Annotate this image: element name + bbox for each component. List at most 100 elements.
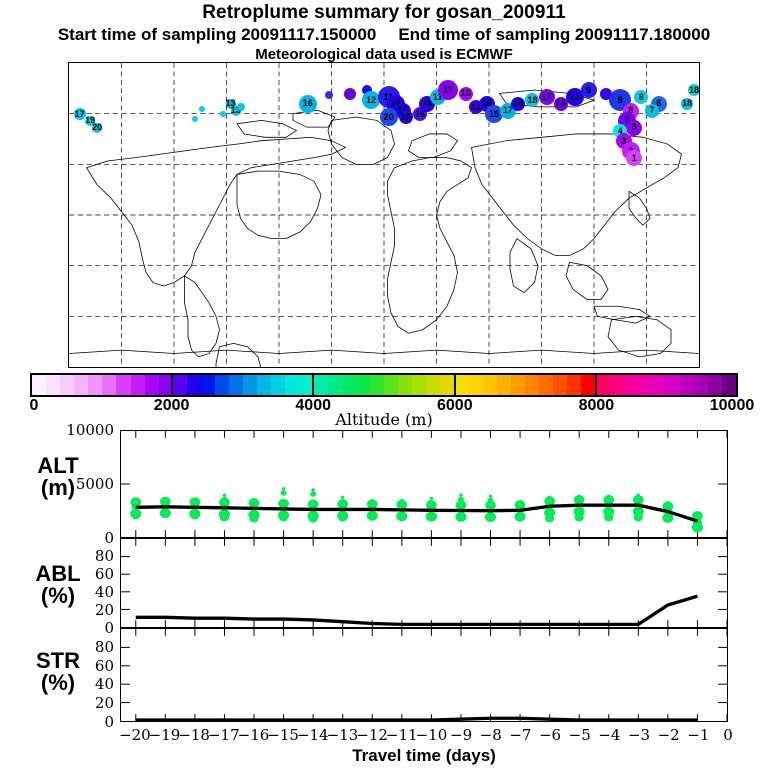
map-marker-label: 7 <box>624 115 630 126</box>
alt-scatter-point <box>457 496 464 503</box>
x-tick-label: −18 <box>178 726 210 744</box>
alt-scatter-point <box>131 511 141 520</box>
colorbar-swatch <box>679 375 694 395</box>
colorbar-swatch <box>60 375 75 395</box>
alt-scatter-point <box>252 497 256 501</box>
map-marker-label: 13 <box>230 105 241 116</box>
alt-scatter-point <box>695 511 700 515</box>
map-marker: 10 <box>458 86 473 101</box>
map-marker-label: 19 <box>85 115 96 126</box>
alt-scatter-point <box>456 512 466 521</box>
map-marker: 17 <box>538 89 555 105</box>
alt-scatter-point <box>310 491 317 497</box>
map-marker-label: 7 <box>649 105 655 116</box>
y-tick-label: 10000 <box>66 421 114 439</box>
colorbar-swatch <box>130 375 145 395</box>
world-map-panel[interactable]: 1313161211141520191613111710121615171618… <box>68 62 700 368</box>
colorbar-tick: 4000 <box>295 397 331 414</box>
colorbar-swatch <box>623 375 638 395</box>
x-tick-label: −5 <box>568 726 591 744</box>
x-tick-label: −2 <box>657 726 680 744</box>
colorbar-swatch <box>327 375 342 395</box>
alt-scatter-point <box>574 513 584 522</box>
alt-scatter-point <box>367 512 377 521</box>
x-tick-label: −4 <box>598 726 621 744</box>
sampling-time-line: Start time of sampling 20091117.150000 En… <box>0 25 768 45</box>
y-tick-label: 40 <box>94 675 114 694</box>
alt-scatter-point <box>603 506 615 517</box>
colorbar-divider <box>595 373 598 397</box>
alt-scatter-point <box>663 513 673 522</box>
colorbar-swatch <box>398 375 413 395</box>
colorbar-swatch <box>74 375 89 395</box>
map-marker-label: 10 <box>460 88 471 99</box>
alt-scatter-point <box>280 490 287 496</box>
colorbar-swatch <box>426 375 441 395</box>
map-marker-label: 20 <box>383 111 394 122</box>
alt-plot-panel[interactable] <box>120 430 728 538</box>
alt-scatter-point <box>632 506 644 517</box>
map-marker: 20 <box>92 122 102 133</box>
alt-scatter-point <box>518 499 522 504</box>
colorbar-swatch <box>243 375 258 395</box>
colorbar-swatch <box>524 375 539 395</box>
colorbar-tick: 6000 <box>437 397 473 414</box>
colorbar-swatch <box>482 375 497 395</box>
colorbar-swatch <box>299 375 314 395</box>
colorbar-swatch <box>440 375 455 395</box>
map-marker: 18 <box>687 84 699 97</box>
alt-scatter-point <box>163 499 168 504</box>
map-marker-label: 16 <box>302 98 313 109</box>
colorbar-swatch <box>496 375 511 395</box>
alt-scatter-point <box>488 494 493 498</box>
alt-scatter-point <box>251 500 258 507</box>
x-tick-label: −19 <box>148 726 181 744</box>
meteorology-label: Meteorological data used is ECMWF <box>255 46 513 63</box>
colorbar-swatch <box>102 375 117 395</box>
y-tick-label: 60 <box>94 656 114 675</box>
alt-scatter-point <box>429 496 434 500</box>
alt-scatter-point <box>694 514 701 521</box>
alt-scatter-point <box>397 512 407 521</box>
alt-scatter-point <box>544 507 556 518</box>
x-tick-label: −10 <box>415 726 448 744</box>
colorbar-divider <box>170 373 173 397</box>
alt-scatter-point <box>546 498 553 505</box>
alt-scatter-point <box>281 487 286 491</box>
map-marker <box>237 103 246 112</box>
y-tick-label: 0 <box>104 619 114 637</box>
alt-scatter-point <box>249 514 259 523</box>
y-tick-label: 5000 <box>75 475 114 493</box>
map-marker-label: 15 <box>488 108 499 119</box>
alt-scatter-point <box>573 506 585 517</box>
map-marker: 16 <box>511 96 526 111</box>
alt-scatter-point <box>311 488 315 492</box>
page-title: Retroplume summary for gosan_200911 <box>202 2 566 23</box>
map-marker-label: 18 <box>688 84 699 95</box>
alt-scatter-point <box>633 513 643 522</box>
alt-scatter-point <box>426 513 436 522</box>
colorbar-swatch <box>581 375 596 395</box>
str-plot-panel[interactable] <box>120 628 728 722</box>
x-tick-label: −11 <box>385 726 418 744</box>
colorbar-swatch <box>215 375 230 395</box>
colorbar-swatch <box>144 375 159 395</box>
colorbar-swatch <box>693 375 708 395</box>
map-marker <box>192 116 199 123</box>
abl-plot-panel[interactable] <box>120 538 728 628</box>
y-tick-label: 80 <box>94 637 114 656</box>
end-time-label: End time of sampling 20091117.180000 <box>398 25 711 44</box>
colorbar-swatch <box>257 375 272 395</box>
map-marker-label: 6 <box>656 98 662 109</box>
map-marker-label: 12 <box>471 101 482 112</box>
map-marker-label: 16 <box>513 98 524 109</box>
alt-scatter-point <box>369 502 376 508</box>
map-marker-label: 11 <box>432 91 443 102</box>
x-tick-label: −20 <box>119 726 151 744</box>
map-marker <box>324 91 333 100</box>
alt-scatter-point <box>604 513 614 522</box>
map-marker-label: 9 <box>617 94 623 105</box>
map-marker: 14 <box>553 96 568 111</box>
x-tick-label: −3 <box>627 726 651 744</box>
alt-scatter-point <box>428 499 435 506</box>
